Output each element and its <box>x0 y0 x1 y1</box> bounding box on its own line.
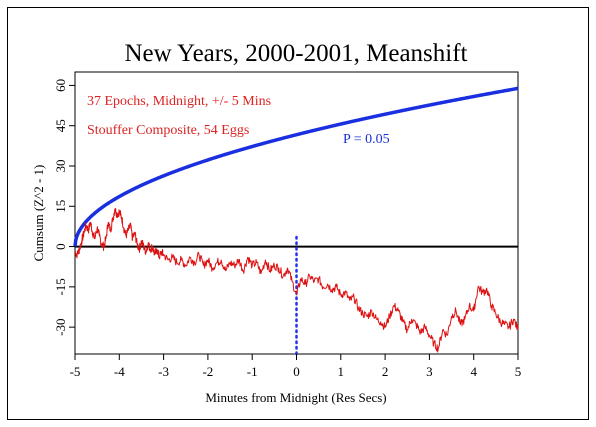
cumulative-deviation-line <box>74 207 519 353</box>
x-axis: -5 -4 -3 -2 -1 0 1 2 3 4 5 <box>70 354 522 379</box>
annotation-epochs: 37 Epochs, Midnight, +/- 5 Mins <box>87 94 271 109</box>
x-axis-label: Minutes from Midnight (Res Secs) <box>205 390 386 405</box>
x-tick-label: -3 <box>158 364 169 379</box>
x-tick-label: -4 <box>114 364 125 379</box>
y-axis-label: Cumsum (Z^2 - 1) <box>31 165 46 262</box>
x-tick-label: 0 <box>293 364 300 379</box>
series-layer <box>73 86 520 353</box>
x-tick-label: 4 <box>470 364 477 379</box>
significance-envelope-line <box>73 86 520 247</box>
x-tick-label: 2 <box>382 364 389 379</box>
y-tick-label: -30 <box>53 318 68 335</box>
annotation-composite: Stouffer Composite, 54 Eggs <box>87 123 249 138</box>
y-tick-label: 60 <box>53 79 68 92</box>
x-tick-label: 5 <box>515 364 522 379</box>
y-axis: -30 -15 0 15 30 45 60 <box>53 79 75 336</box>
chart-title: New Years, 2000-2001, Meanshift <box>124 40 467 67</box>
y-tick-label: 30 <box>53 160 68 173</box>
y-tick-label: 0 <box>53 243 68 250</box>
y-tick-label: 45 <box>53 119 68 132</box>
y-tick-label: -15 <box>53 278 68 295</box>
y-tick-label: 15 <box>53 200 68 213</box>
outer-frame <box>7 7 589 420</box>
annotation-p-value: P = 0.05 <box>343 132 390 147</box>
x-tick-label: -2 <box>202 364 213 379</box>
x-tick-label: 3 <box>426 364 433 379</box>
x-tick-label: -5 <box>70 364 81 379</box>
x-tick-label: 1 <box>338 364 345 379</box>
x-tick-label: -1 <box>247 364 258 379</box>
